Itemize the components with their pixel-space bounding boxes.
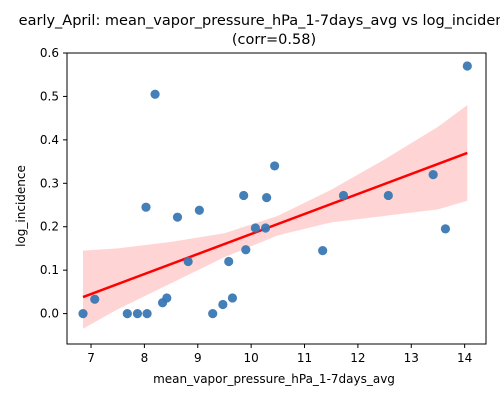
y-tick-label: 0.0 (40, 307, 59, 321)
x-tick-label: 7 (87, 351, 95, 365)
chart-title: early_April: mean_vapor_pressure_hPa_1-7… (19, 13, 500, 29)
x-axis: 7 8 9 10 11 12 13 14 (87, 344, 472, 365)
data-point (172, 212, 183, 222)
data-point (262, 193, 272, 203)
data-point (150, 89, 160, 99)
data-points (78, 61, 472, 319)
x-tick-label: 8 (141, 351, 149, 365)
data-point (141, 202, 151, 212)
regression-line (82, 151, 468, 299)
data-point (338, 190, 349, 201)
data-point (78, 308, 88, 319)
data-point (142, 308, 152, 319)
x-tick-label: 10 (244, 351, 259, 365)
y-axis-label: log_incidence (14, 165, 28, 247)
data-point (462, 61, 472, 71)
plot-frame (66, 52, 487, 345)
x-tick-label: 11 (297, 351, 312, 365)
y-tick-label: 0.1 (40, 263, 59, 277)
data-point (383, 190, 393, 201)
data-point (183, 256, 193, 267)
data-point (239, 190, 249, 201)
data-point (162, 293, 172, 303)
data-point (318, 246, 328, 256)
y-tick-label: 0.4 (40, 133, 59, 147)
x-tick-label: 14 (457, 351, 472, 365)
data-point (132, 308, 143, 319)
data-point (241, 245, 251, 255)
data-point (270, 161, 280, 171)
data-point (260, 223, 271, 233)
data-point (440, 224, 451, 234)
x-tick-label: 9 (194, 351, 202, 365)
data-point (218, 299, 228, 310)
data-point (250, 223, 261, 233)
data-point (122, 308, 132, 319)
data-point (208, 308, 218, 319)
data-point (428, 170, 438, 180)
y-axis: 0.0 0.1 0.2 0.3 0.4 0.5 0.6 (40, 46, 67, 321)
y-tick-label: 0.6 (40, 46, 59, 60)
data-point (90, 294, 100, 304)
data-point (227, 293, 238, 303)
y-tick-label: 0.2 (40, 220, 59, 234)
plot-area (78, 61, 472, 329)
chart-subtitle: (corr=0.58) (232, 32, 316, 48)
confidence-band (83, 105, 468, 329)
x-axis-label: mean_vapor_pressure_hPa_1-7days_avg (153, 372, 395, 386)
y-tick-label: 0.5 (40, 89, 59, 103)
x-tick-label: 12 (350, 351, 365, 365)
x-tick-label: 13 (404, 351, 419, 365)
data-point (194, 205, 204, 215)
y-tick-label: 0.3 (40, 176, 59, 190)
data-point (224, 256, 234, 267)
